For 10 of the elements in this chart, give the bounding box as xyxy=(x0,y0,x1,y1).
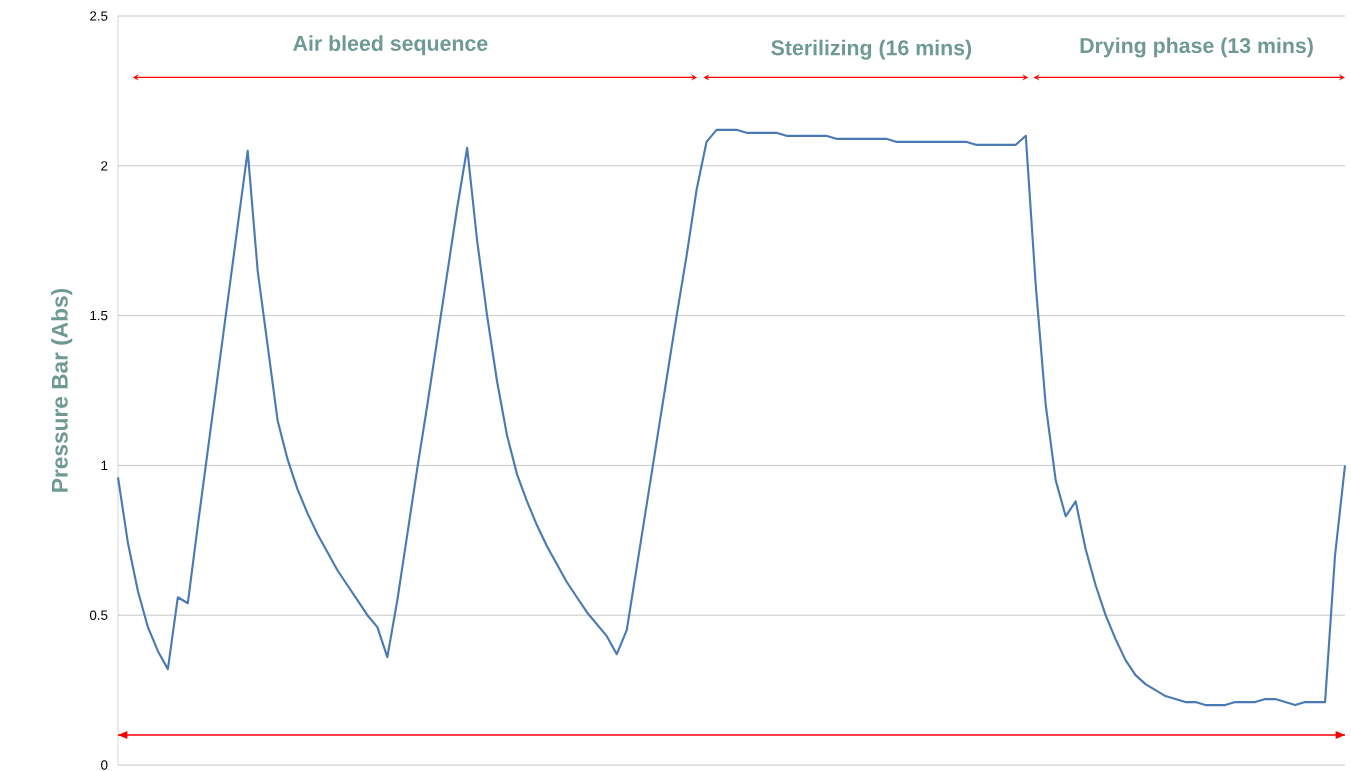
y-tick-label: 0.5 xyxy=(89,610,108,620)
y-tick-label: 1 xyxy=(101,460,108,470)
y-axis-title: Pressure Bar (Abs) xyxy=(51,289,73,492)
annotation: Air bleed sequence xyxy=(293,35,488,56)
annotation: Drying phase (13 mins) xyxy=(1080,37,1313,58)
y-tick-label: 2 xyxy=(101,161,108,171)
annotation: Sterilizing (16 mins) xyxy=(771,39,972,60)
y-tick-label: 0 xyxy=(101,760,108,770)
y-tick-label: 1.5 xyxy=(90,310,108,321)
y-tick-label: 2.5 xyxy=(90,11,108,21)
